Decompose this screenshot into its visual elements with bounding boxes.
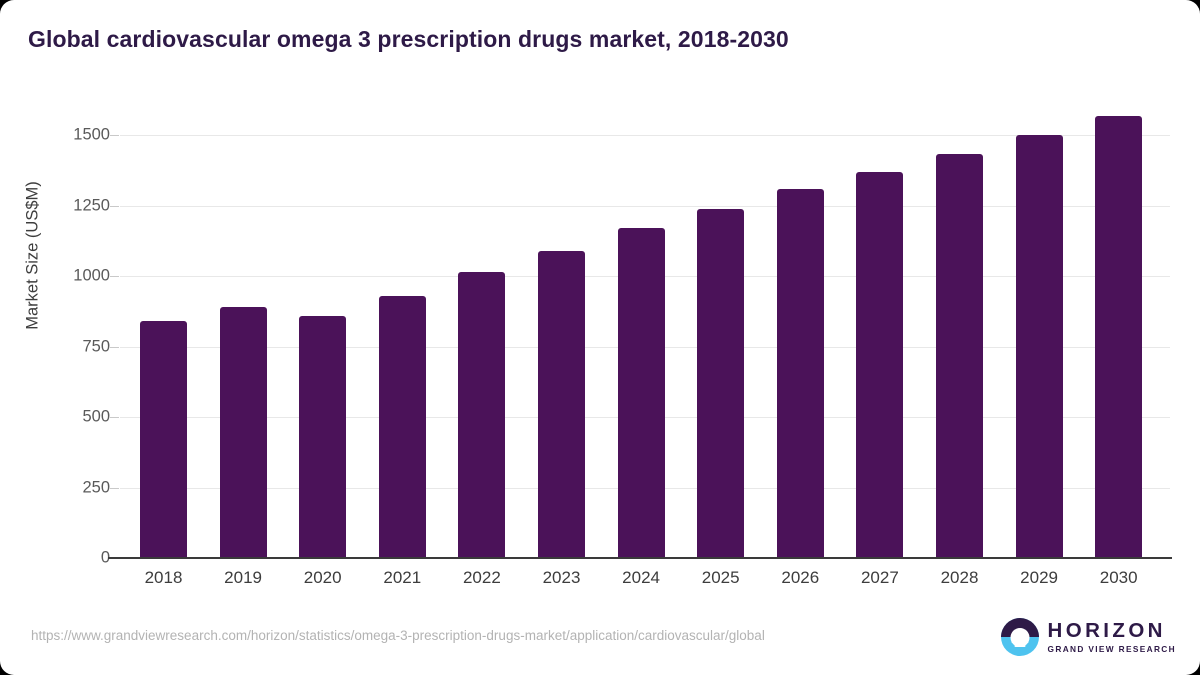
x-tick-label: 2020: [303, 568, 342, 587]
logo-text: HORIZON GRAND VIEW RESEARCH: [1047, 618, 1176, 655]
logo-wordmark: HORIZON: [1047, 618, 1166, 642]
horizon-sun-icon: [1000, 618, 1039, 656]
horizon-logo: HORIZON GRAND VIEW RESEARCH: [1000, 618, 1176, 656]
x-tick-label: 2019: [224, 568, 262, 587]
gridline: [120, 205, 1170, 207]
gridline: [120, 135, 1170, 137]
bar[interactable]: [856, 171, 904, 558]
y-tick-mark: [110, 205, 119, 207]
page-title: Global cardiovascular omega 3 prescripti…: [28, 26, 789, 52]
x-axis-line: [108, 557, 1172, 559]
logo-tagline: GRAND VIEW RESEARCH: [1047, 644, 1176, 655]
y-tick-label: 500: [82, 407, 110, 426]
y-axis: 0 250 500 750 1000 1250 1500: [0, 0, 119, 675]
bar[interactable]: [219, 307, 267, 558]
bar[interactable]: [697, 208, 745, 558]
x-tick-label: 2027: [860, 568, 899, 587]
bar[interactable]: [458, 271, 506, 558]
bar[interactable]: [776, 188, 824, 558]
x-tick-label: 2021: [383, 568, 422, 587]
y-tick-label: 750: [82, 337, 110, 356]
bar[interactable]: [378, 295, 426, 558]
y-tick-mark: [110, 346, 119, 348]
bar[interactable]: [1095, 115, 1143, 558]
y-tick-mark: [110, 417, 119, 419]
y-tick-label: 1500: [73, 125, 110, 144]
y-tick-label: 250: [82, 478, 110, 497]
bar[interactable]: [1015, 135, 1063, 558]
x-tick-label: 2026: [781, 568, 820, 587]
bar[interactable]: [140, 321, 187, 558]
y-tick-mark: [110, 135, 119, 137]
bar[interactable]: [538, 250, 585, 558]
y-tick-label: 0: [100, 548, 110, 567]
x-tick-label: 2030: [1099, 568, 1138, 587]
x-tick-label: 2025: [701, 568, 740, 587]
bar[interactable]: [936, 153, 983, 558]
x-tick-label: 2023: [542, 568, 581, 587]
y-tick-mark: [110, 276, 119, 278]
bar[interactable]: [617, 228, 665, 558]
x-tick-label: 2024: [622, 568, 660, 587]
x-tick-label: 2028: [940, 568, 979, 587]
x-tick-label: 2029: [1020, 568, 1058, 587]
y-tick-label: 1250: [73, 196, 110, 215]
source-url[interactable]: https://www.grandviewresearch.com/horizo…: [31, 628, 765, 643]
x-tick-label: 2018: [144, 568, 183, 587]
y-tick-mark: [110, 487, 119, 489]
x-tick-label: 2022: [462, 568, 501, 587]
y-tick-label: 1000: [73, 266, 110, 285]
bar[interactable]: [299, 315, 347, 558]
plot-area: [120, 100, 1170, 558]
